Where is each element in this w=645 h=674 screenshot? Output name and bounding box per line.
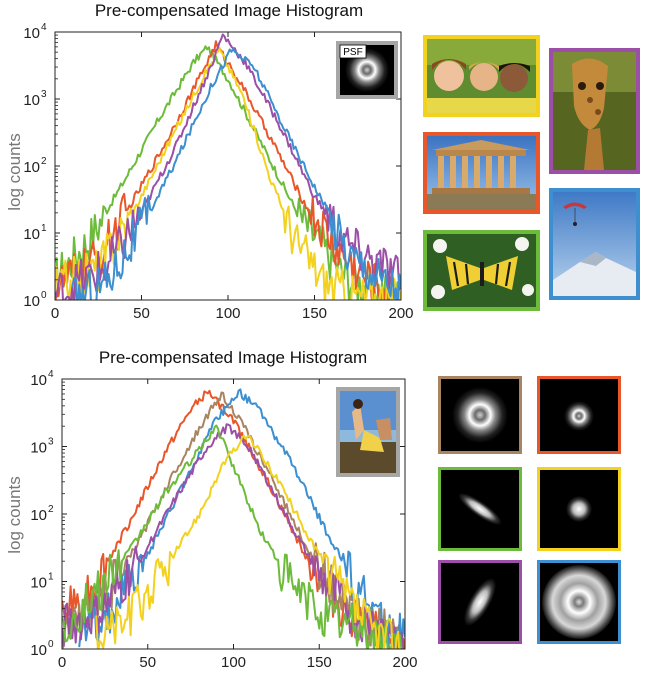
psf-large-ring: [438, 376, 522, 454]
x-tick-label: 50: [133, 305, 150, 322]
beach-photo-inset: [336, 387, 400, 477]
histogram-series-line: [71, 47, 401, 300]
y-tick-label: 10: [23, 159, 40, 176]
y-tick-exponent: 0: [48, 639, 54, 650]
y-axis-label-bottom: log counts: [5, 476, 24, 554]
x-tick-label: 50: [139, 654, 156, 671]
psf-wide-ring: [537, 560, 621, 644]
y-tick-exponent: 2: [48, 504, 54, 515]
thumbnail-paraglider: [549, 188, 640, 300]
histogram-chart-bottom: Pre-compensated Image Histogram log coun…: [5, 348, 418, 671]
histogram-series-line: [62, 423, 405, 649]
x-tick-label: 200: [392, 654, 417, 671]
y-tick-label: 10: [30, 642, 47, 659]
psf-inset-label: PSF: [343, 47, 362, 58]
psf-inset: PSF: [336, 41, 398, 99]
y-tick-exponent: 0: [41, 290, 47, 301]
y-tick-exponent: 4: [41, 22, 47, 33]
psf-small-disc: [537, 376, 621, 454]
chart-title-top: Pre-compensated Image Histogram: [95, 1, 363, 20]
thumbnail-giraffe: [549, 48, 640, 174]
thumbnail-butterfly: [423, 230, 540, 311]
y-tick-exponent: 3: [41, 89, 47, 100]
psf-tilted-blur: [438, 560, 522, 644]
x-tick-label: 150: [302, 305, 327, 322]
y-tick-label: 10: [30, 440, 47, 457]
y-tick-label: 10: [23, 92, 40, 109]
y-tick-label: 10: [23, 25, 40, 42]
histogram-series-line: [95, 434, 405, 649]
y-tick-exponent: 1: [48, 572, 54, 583]
psf-diagonal-blur: [438, 467, 522, 551]
y-tick-exponent: 4: [48, 369, 54, 380]
y-tick-exponent: 3: [48, 437, 54, 448]
thumbnail-parthenon: [423, 132, 540, 214]
y-tick-label: 10: [30, 507, 47, 524]
y-tick-label: 10: [23, 226, 40, 243]
x-tick-label: 150: [307, 654, 332, 671]
thumbnail-children: [423, 35, 540, 117]
x-tick-label: 100: [215, 305, 240, 322]
histogram-series-line: [62, 424, 405, 649]
x-tick-label: 0: [51, 305, 59, 322]
histogram-series-line: [78, 388, 405, 649]
histogram-chart-top: Pre-compensated Image Histogram log coun…: [5, 1, 414, 322]
y-tick-label: 10: [30, 372, 47, 389]
y-tick-exponent: 2: [41, 156, 47, 167]
y-tick-exponent: 1: [41, 223, 47, 234]
psf-grid: [438, 376, 621, 644]
psf-tiny-disc: [537, 467, 621, 551]
x-tick-label: 200: [388, 305, 413, 322]
y-tick-label: 10: [30, 575, 47, 592]
y-axis-label-top: log counts: [5, 133, 24, 211]
chart-title-bottom: Pre-compensated Image Histogram: [99, 348, 367, 367]
x-tick-label: 0: [58, 654, 66, 671]
y-tick-label: 10: [23, 293, 40, 310]
x-tick-label: 100: [221, 654, 246, 671]
